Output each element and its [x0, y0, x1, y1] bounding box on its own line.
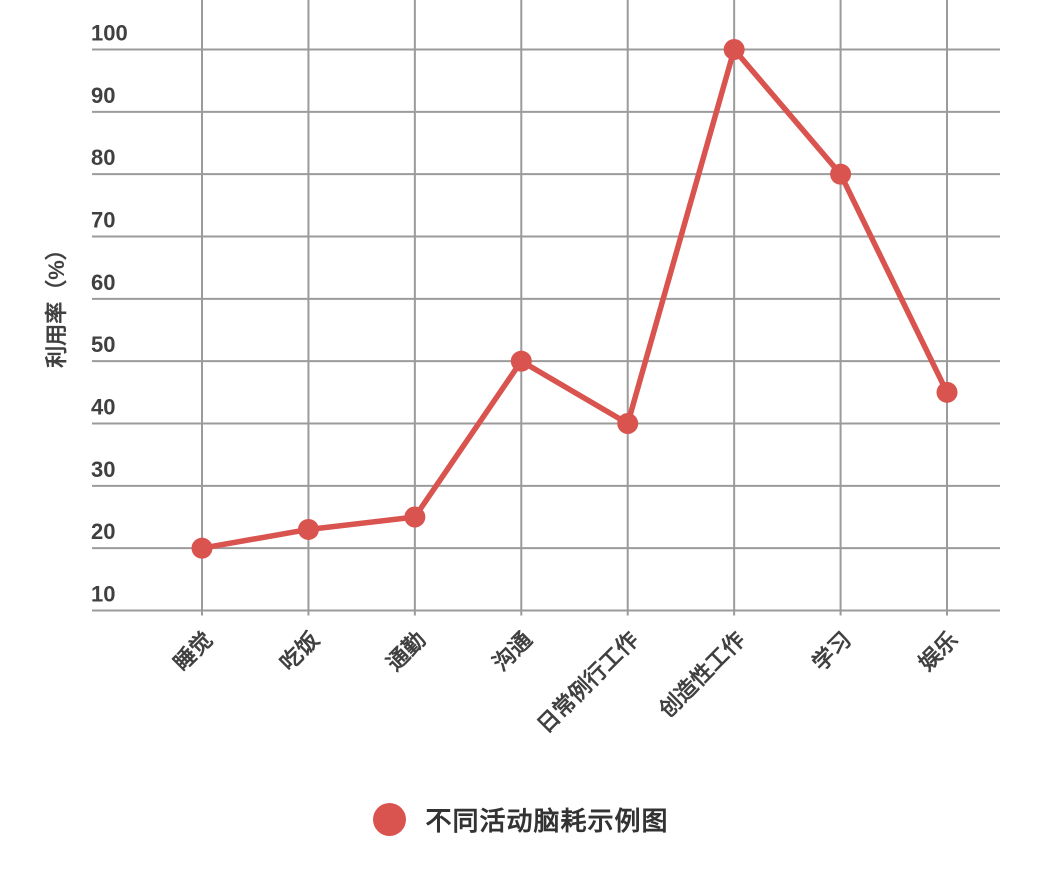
- y-tick-label: 30: [91, 457, 115, 482]
- x-tick-label: 学习: [807, 627, 856, 676]
- data-point[interactable]: [404, 506, 426, 528]
- data-point[interactable]: [830, 163, 852, 185]
- data-point[interactable]: [723, 39, 745, 60]
- legend-label: 不同活动脑耗示例图: [425, 806, 669, 836]
- x-tick-label: 娱乐: [914, 627, 963, 676]
- data-point[interactable]: [191, 537, 213, 559]
- data-point[interactable]: [936, 381, 958, 403]
- y-tick-label: 60: [91, 270, 115, 295]
- legend-marker-icon: [373, 803, 407, 836]
- x-tick-label: 沟通: [488, 627, 537, 676]
- y-tick-label: 10: [91, 582, 115, 607]
- y-tick-label: 20: [91, 519, 115, 544]
- y-tick-label: 80: [91, 145, 115, 170]
- y-tick-label: 50: [91, 332, 115, 357]
- legend[interactable]: 不同活动脑耗示例图: [0, 801, 1042, 838]
- x-tick-label: 吃饭: [275, 627, 324, 676]
- data-point[interactable]: [297, 518, 319, 540]
- y-tick-label: 70: [91, 208, 115, 233]
- x-tick-label: 创造性工作: [654, 627, 750, 723]
- data-line: [199, 46, 950, 551]
- x-tick-label: 睡觉: [169, 627, 218, 676]
- y-tick-label: 40: [91, 395, 115, 420]
- data-point[interactable]: [510, 350, 532, 372]
- x-tick-label: 通勤: [382, 627, 431, 676]
- y-tick-label: 90: [91, 83, 115, 108]
- y-axis-title: 利用率（%）: [44, 238, 69, 368]
- x-tick-label: 日常例行工作: [532, 627, 643, 738]
- y-tick-label: 100: [91, 21, 128, 46]
- data-point[interactable]: [617, 413, 639, 434]
